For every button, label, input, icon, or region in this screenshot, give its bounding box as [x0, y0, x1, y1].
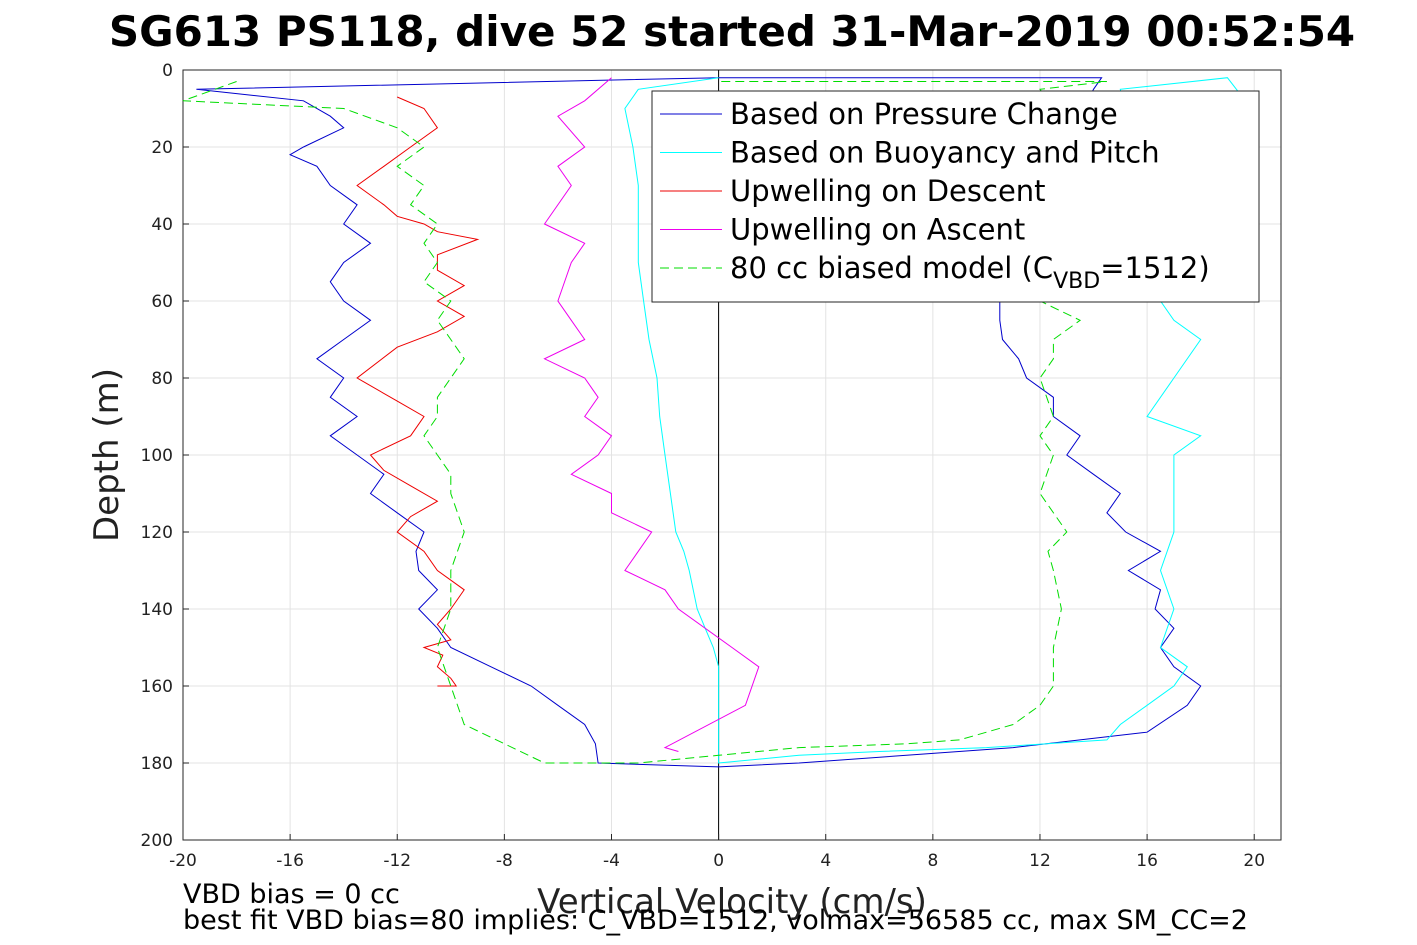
y-tick-label: 100 — [141, 446, 173, 466]
y-tick-label: 180 — [141, 754, 173, 774]
x-axis-label: Vertical Velocity (cm/s) — [537, 882, 927, 922]
vbd-bias-note: VBD bias = 0 cc — [183, 879, 400, 910]
series-line — [543, 77, 760, 752]
x-tick-label: 16 — [1136, 851, 1158, 871]
chart-title: SG613 PS118, dive 52 started 31-Mar-2019… — [109, 7, 1355, 56]
x-tick-label: -16 — [276, 851, 304, 871]
x-tick-label: 4 — [820, 851, 831, 871]
y-tick-label: 120 — [141, 523, 173, 543]
x-tick-label: 20 — [1243, 851, 1265, 871]
y-tick-label: 140 — [141, 600, 173, 620]
series-line — [356, 96, 480, 687]
y-tick-label: 20 — [151, 138, 173, 158]
y-tick-label: 40 — [151, 215, 173, 235]
x-tick-labels: -20 -16 -12 -8 -4 0 4 8 12 16 20 — [169, 834, 1265, 871]
y-tick-label: 80 — [151, 369, 173, 389]
y-axis-label: Depth (m) — [87, 368, 127, 542]
legend-label: Based on Buoyancy and Pitch — [730, 136, 1160, 170]
x-tick-label: -12 — [383, 851, 411, 871]
x-tick-label: 0 — [713, 851, 724, 871]
x-tick-label: -20 — [169, 851, 197, 871]
x-tick-label: -8 — [496, 851, 513, 871]
best-fit-note: best fit VBD bias=80 implies: C_VBD=1512… — [183, 905, 1248, 936]
legend-label: Upwelling on Descent — [730, 174, 1046, 208]
x-tick-label: -4 — [603, 851, 620, 871]
legend-label: 80 cc biased model (CVBD=1512) — [730, 251, 1210, 294]
y-tick-label: 160 — [141, 677, 173, 697]
legend-box — [651, 90, 1260, 303]
y-tick-label: 60 — [151, 292, 173, 312]
y-tick-label: 200 — [141, 831, 173, 851]
series-line — [196, 77, 1202, 768]
y-tick-label: 0 — [162, 61, 173, 81]
x-tick-label: 12 — [1029, 851, 1051, 871]
x-tick-label: 8 — [927, 851, 938, 871]
legend-label: Based on Pressure Change — [730, 97, 1118, 131]
legend-label: Upwelling on Ascent — [730, 213, 1025, 247]
y-tick-labels: 0 20 40 60 80 100 120 140 160 180 200 — [141, 61, 189, 851]
series-line — [182, 81, 1107, 764]
legend: Based on Pressure Change Based on Buoyanc… — [651, 90, 1260, 303]
